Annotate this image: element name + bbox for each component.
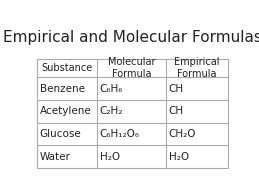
Text: Acetylene: Acetylene	[40, 106, 91, 116]
Text: Empirical and Molecular Formulas: Empirical and Molecular Formulas	[3, 30, 259, 45]
Text: CH₂O: CH₂O	[169, 129, 196, 139]
Text: Benzene: Benzene	[40, 83, 85, 94]
Text: H₂O: H₂O	[169, 152, 189, 162]
Bar	[37, 59, 228, 168]
Text: Empirical
Formula: Empirical Formula	[174, 57, 220, 79]
Text: C₆H₆: C₆H₆	[100, 83, 123, 94]
Text: CH: CH	[169, 83, 184, 94]
Text: Substance: Substance	[42, 63, 93, 73]
Text: C₆H₁₂O₆: C₆H₁₂O₆	[100, 129, 140, 139]
Text: Water: Water	[40, 152, 71, 162]
Text: Glucose: Glucose	[40, 129, 82, 139]
Text: C₂H₂: C₂H₂	[100, 106, 123, 116]
Text: Molecular
Formula: Molecular Formula	[108, 57, 156, 79]
Text: CH: CH	[169, 106, 184, 116]
Text: H₂O: H₂O	[100, 152, 120, 162]
